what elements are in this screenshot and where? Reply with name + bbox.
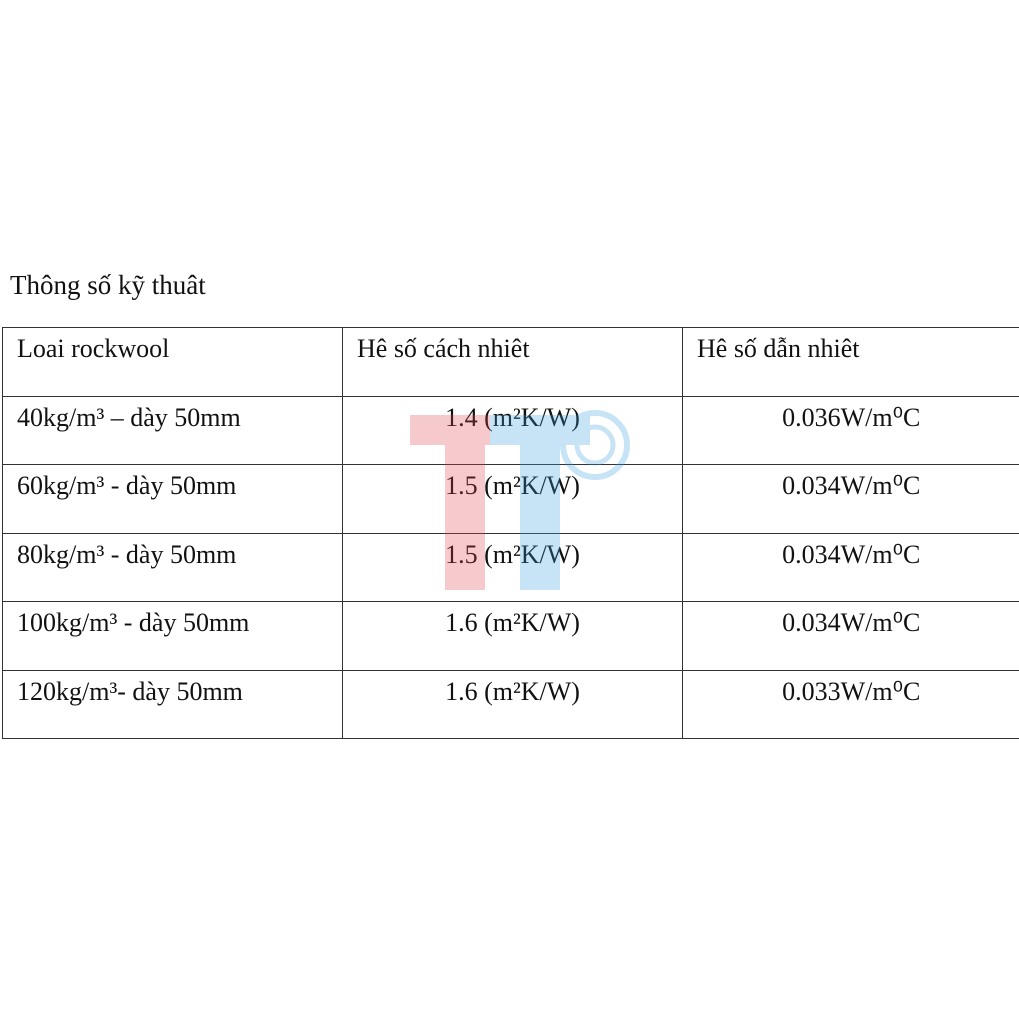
table-cell: 40kg/m³ – dày 50mm [2,395,343,465]
table-cell: 1.4 (m²K/W) [342,395,683,465]
table-cell: 0.034W/m⁰C [682,464,1019,534]
header-cell: Hê số dẫn nhiêt [682,327,1019,397]
header-cell: Loai rockwool [2,327,343,397]
table-cell: 0.034W/m⁰C [682,532,1019,602]
table-row: 40kg/m³ – dày 50mm 1.4 (m²K/W) 0.036W/m⁰C [2,395,1019,465]
table-cell: 0.036W/m⁰C [682,395,1019,465]
table-row: 100kg/m³ - dày 50mm 1.6 (m²K/W) 0.034W/m⁰C [2,601,1019,671]
table-cell: 120kg/m³- dày 50mm [2,669,343,739]
spec-table: Loai rockwool Hê số cách nhiêt Hê số dẫn n… [2,327,1019,739]
table-cell: 1.5 (m²K/W) [342,464,683,534]
header-cell: Hê số cách nhiêt [342,327,683,397]
table-cell: 0.033W/m⁰C [682,669,1019,739]
table-row: 80kg/m³ - dày 50mm 1.5 (m²K/W) 0.034W/m⁰C [2,532,1019,602]
title: Thông số kỹ thuât [10,270,206,300]
table-cell: 1.5 (m²K/W) [342,532,683,602]
table-row: 60kg/m³ - dày 50mm 1.5 (m²K/W) 0.034W/m⁰C [2,464,1019,534]
table-row: 120kg/m³- dày 50mm 1.6 (m²K/W) 0.033W/m⁰C [2,669,1019,739]
table-cell: 1.6 (m²K/W) [342,601,683,671]
table-cell: 80kg/m³ - dày 50mm [2,532,343,602]
table-cell: 60kg/m³ - dày 50mm [2,464,343,534]
table-cell: 0.034W/m⁰C [682,601,1019,671]
table-cell: 100kg/m³ - dày 50mm [2,601,343,671]
header-row: Loai rockwool Hê số cách nhiêt Hê số dẫn n… [2,327,1019,397]
table-cell: 1.6 (m²K/W) [342,669,683,739]
